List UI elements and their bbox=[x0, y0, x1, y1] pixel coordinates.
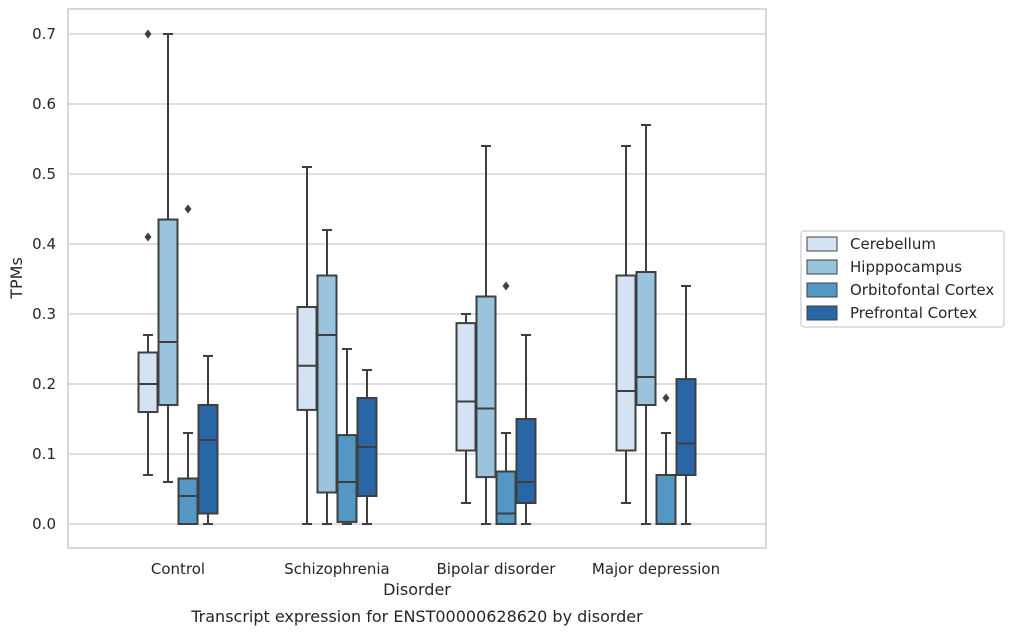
box-group bbox=[675, 285, 697, 525]
legend-label: Hipppocampus bbox=[850, 258, 962, 276]
outlier-point bbox=[502, 281, 510, 291]
legend-label: Orbitofontal Cortex bbox=[850, 281, 994, 299]
box-group bbox=[615, 145, 637, 504]
figure-caption: Transcript expression for ENST0000062862… bbox=[190, 607, 643, 626]
y-tick-label: 0.2 bbox=[32, 375, 56, 393]
x-tick-label: Schizophrenia bbox=[284, 560, 389, 578]
legend-label: Cerebellum bbox=[850, 235, 936, 253]
legend: Cerebellum Hipppocampus Orbitofontal Corte… bbox=[800, 230, 1005, 328]
box-group bbox=[515, 334, 537, 525]
y-axis-ticks: 0.0 0.1 0.2 0.3 0.4 0.5 0.6 0.7 bbox=[32, 25, 56, 533]
box-group bbox=[137, 29, 159, 476]
x-tick-label: Control bbox=[151, 560, 205, 578]
box-iqr bbox=[655, 474, 677, 525]
box-group bbox=[455, 313, 477, 504]
y-tick-label: 0.1 bbox=[32, 445, 56, 463]
box-iqr bbox=[296, 306, 318, 411]
box-group bbox=[635, 124, 657, 525]
x-tick-label: Bipolar disorder bbox=[437, 560, 557, 578]
box-group bbox=[336, 348, 358, 525]
box-group bbox=[356, 369, 378, 525]
box-iqr bbox=[137, 351, 159, 413]
y-tick-label: 0.6 bbox=[32, 95, 56, 113]
box-iqr bbox=[475, 295, 497, 479]
box-iqr bbox=[615, 274, 637, 452]
box-iqr bbox=[197, 404, 219, 515]
box-group bbox=[197, 355, 219, 525]
box-iqr bbox=[316, 274, 338, 494]
box-iqr bbox=[455, 322, 477, 452]
box-group bbox=[177, 204, 199, 525]
box-iqr bbox=[635, 271, 657, 406]
x-tick-label: Major depression bbox=[592, 560, 720, 578]
outlier-point bbox=[144, 232, 152, 242]
plot-area bbox=[137, 29, 697, 525]
legend-swatch bbox=[806, 259, 838, 275]
legend-swatch bbox=[806, 305, 838, 321]
y-tick-label: 0.4 bbox=[32, 235, 56, 253]
gridlines bbox=[68, 33, 766, 525]
box-iqr bbox=[177, 477, 199, 525]
x-axis-ticks: Control Schizophrenia Bipolar disorder Majo… bbox=[151, 560, 720, 578]
y-tick-label: 0.0 bbox=[32, 515, 56, 533]
box-iqr bbox=[495, 470, 517, 525]
legend-swatch bbox=[806, 236, 838, 252]
legend-label: Prefrontal Cortex bbox=[850, 304, 977, 322]
y-tick-label: 0.7 bbox=[32, 25, 56, 43]
box-iqr bbox=[336, 434, 358, 523]
legend-swatch bbox=[806, 282, 838, 298]
legend-frame bbox=[800, 230, 1005, 328]
box-group bbox=[296, 166, 318, 525]
outlier-point bbox=[662, 393, 670, 403]
x-axis-label: Disorder bbox=[383, 580, 451, 599]
box-iqr bbox=[675, 378, 697, 477]
plot-frame bbox=[67, 8, 767, 549]
outlier-point bbox=[184, 204, 192, 214]
y-axis-label: TPMs bbox=[7, 257, 26, 300]
outlier-point bbox=[144, 29, 152, 39]
y-tick-label: 0.3 bbox=[32, 305, 56, 323]
box-group bbox=[655, 393, 677, 525]
box-iqr bbox=[515, 418, 537, 504]
box-group bbox=[316, 229, 338, 525]
box-group bbox=[157, 33, 179, 483]
box-group bbox=[475, 145, 497, 525]
y-tick-label: 0.5 bbox=[32, 165, 56, 183]
box-group bbox=[495, 281, 517, 525]
box-iqr bbox=[157, 218, 179, 406]
